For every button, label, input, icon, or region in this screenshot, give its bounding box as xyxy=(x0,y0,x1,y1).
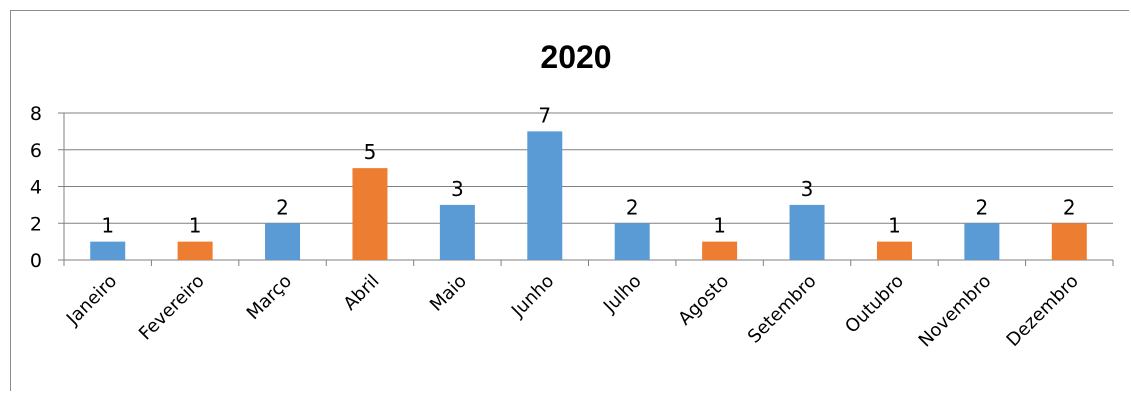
bar xyxy=(964,223,1000,260)
data-label: 2 xyxy=(626,195,639,219)
bar xyxy=(265,223,301,260)
chart-frame xyxy=(10,10,1129,391)
data-label: 3 xyxy=(451,177,464,201)
data-label: 7 xyxy=(538,103,551,127)
x-tick-label: Março xyxy=(243,271,296,324)
bar xyxy=(352,168,388,260)
bar xyxy=(177,241,213,260)
x-tick-label: Fevereiro xyxy=(135,271,209,345)
bar xyxy=(1051,223,1087,260)
x-tick-label: Abril xyxy=(340,271,384,315)
data-label: 3 xyxy=(801,177,814,201)
gridlines xyxy=(64,112,1113,224)
x-tick-label: Outubro xyxy=(841,271,908,338)
x-tick-label: Novembro xyxy=(915,271,996,352)
data-label: 1 xyxy=(189,214,202,238)
data-label: 1 xyxy=(101,214,114,238)
bar xyxy=(90,241,126,260)
x-tick-label: Setembro xyxy=(744,271,821,348)
x-tick-label: Janeiro xyxy=(62,271,121,330)
y-tick-label: 4 xyxy=(30,177,42,199)
x-tick-label: Agosto xyxy=(674,271,733,330)
data-label: 1 xyxy=(888,214,901,238)
y-axis-ticks: 0 2 4 6 8 xyxy=(30,103,64,272)
x-tick-label: Dezembro xyxy=(1003,271,1083,351)
bar xyxy=(527,131,563,260)
axes xyxy=(63,113,1114,266)
bar xyxy=(876,241,912,260)
y-tick-label: 2 xyxy=(30,213,42,235)
data-label: 1 xyxy=(713,214,726,238)
data-label: 2 xyxy=(976,195,989,219)
data-label: 2 xyxy=(1063,195,1076,219)
data-labels: 1 1 2 5 3 7 2 1 3 1 2 2 xyxy=(101,103,1075,237)
data-label: 5 xyxy=(364,140,377,164)
data-label: 2 xyxy=(276,195,289,219)
x-tick-label: Junho xyxy=(507,271,558,322)
bar xyxy=(702,241,738,260)
x-axis-labels: Janeiro Fevereiro Março Abril Maio Junho Julho… xyxy=(62,271,1083,352)
bar xyxy=(614,223,650,260)
bar xyxy=(439,204,475,260)
y-tick-label: 8 xyxy=(30,103,42,125)
y-tick-label: 6 xyxy=(30,140,42,162)
x-tick-label: Maio xyxy=(426,271,471,316)
x-tick-label: Julho xyxy=(599,271,646,318)
y-tick-label: 0 xyxy=(30,250,42,272)
bar xyxy=(789,204,825,260)
bars xyxy=(90,131,1087,260)
chart-title: 2020 xyxy=(540,39,611,75)
